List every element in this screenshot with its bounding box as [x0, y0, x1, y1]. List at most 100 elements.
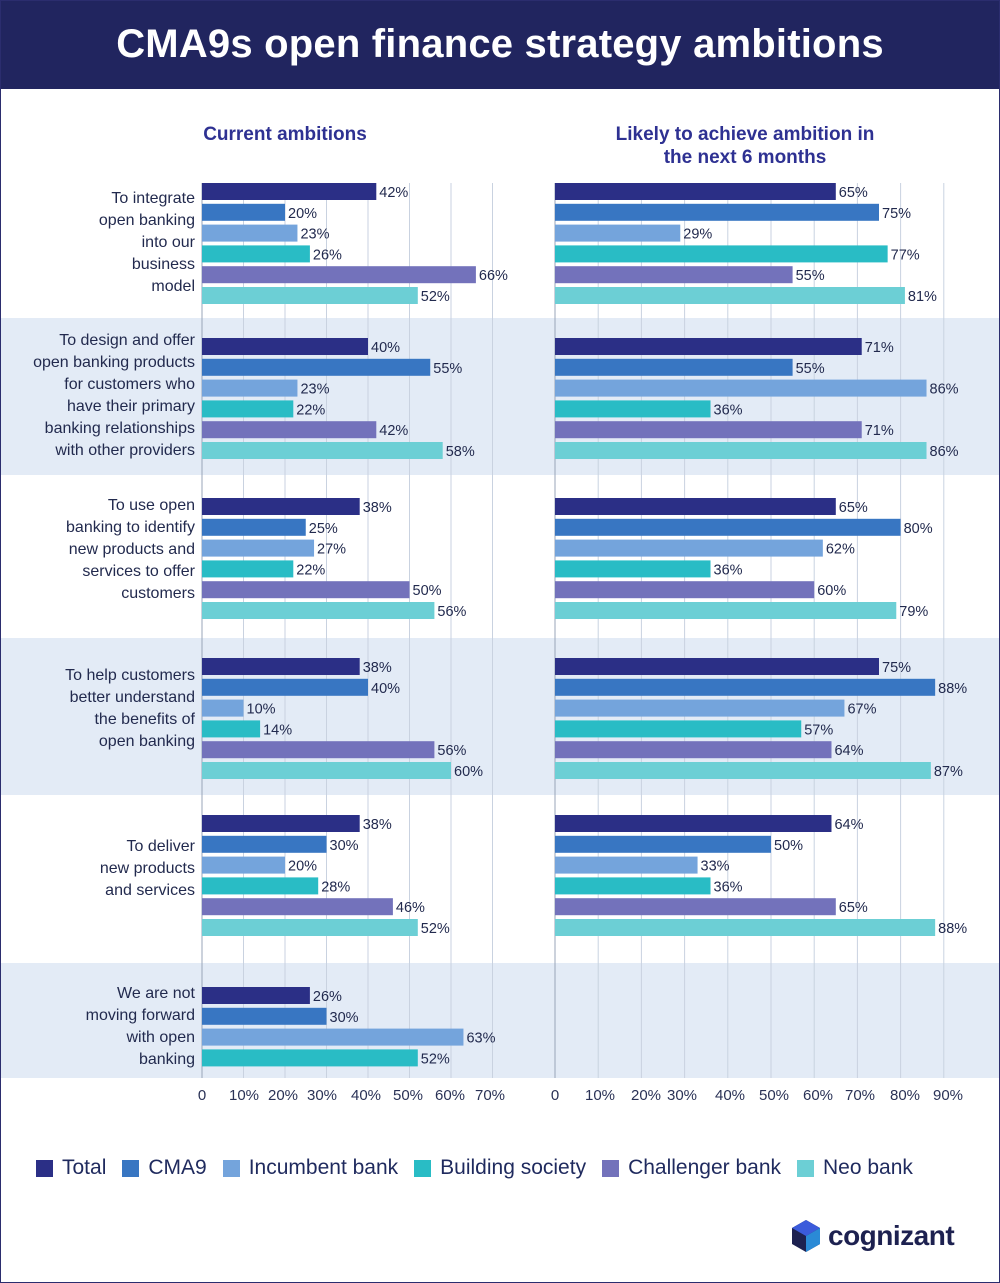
- question-label-line: To help customers: [65, 667, 195, 684]
- bar-challenger-bank: [555, 898, 836, 916]
- bar-cma9: [555, 678, 936, 696]
- x-tick-label: 40%: [715, 1087, 745, 1104]
- x-tick-label: 60%: [803, 1087, 833, 1104]
- bar-value-label: 56%: [437, 604, 466, 620]
- question-label-line: model: [151, 278, 195, 295]
- bar-incumbent-bank: [555, 224, 681, 242]
- question-label-line: To design and offer: [59, 332, 195, 349]
- bar-value-label: 55%: [433, 361, 462, 377]
- question-label: We are not moving forward with open banking: [5, 983, 195, 1071]
- bar-value-label: 64%: [834, 817, 863, 833]
- bar-building-society: [555, 560, 711, 578]
- question-label: To design and offer open banking products…: [5, 330, 195, 462]
- question-label: To help customers better understand the be…: [5, 665, 195, 753]
- bar-total: [555, 183, 836, 200]
- legend-label-incumbent-bank: Incumbent bank: [248, 1156, 399, 1179]
- bar-value-label: 64%: [834, 743, 863, 759]
- bar-value-label: 60%: [454, 764, 483, 780]
- bar-value-label: 60%: [817, 583, 846, 599]
- bar-value-label: 14%: [263, 722, 292, 738]
- bar-challenger-bank: [555, 741, 832, 759]
- bar-incumbent-bank: [555, 856, 698, 874]
- bar-neo-bank: [555, 762, 931, 779]
- bar-total: [555, 338, 862, 355]
- bar-total: [202, 498, 360, 515]
- legend-label-total: Total: [62, 1156, 107, 1179]
- bar-building-society: [202, 560, 294, 578]
- bar-value-label: 75%: [882, 206, 911, 222]
- bar-challenger-bank: [555, 266, 793, 284]
- x-tick-label: 10%: [585, 1087, 615, 1104]
- legend-label-building-society: Building society: [440, 1156, 587, 1179]
- question-label-line: We are not: [117, 985, 195, 1002]
- question-label-line: To deliver: [126, 838, 195, 855]
- bar-value-label: 42%: [379, 423, 408, 439]
- question-label-line: services to offer: [82, 563, 195, 580]
- bar-challenger-bank: [202, 581, 410, 599]
- question-label-line: better understand: [69, 689, 195, 706]
- bar-value-label: 87%: [934, 764, 963, 780]
- bar-cma9: [555, 203, 879, 221]
- bar-incumbent-bank: [555, 539, 823, 557]
- bar-cma9: [555, 835, 771, 853]
- bar-cma9: [202, 1007, 327, 1025]
- x-tick-label: 20%: [268, 1087, 298, 1104]
- bar-value-label: 33%: [701, 859, 730, 875]
- x-tick-label: 50%: [393, 1087, 423, 1104]
- bar-value-label: 50%: [774, 838, 803, 854]
- bar-value-label: 52%: [421, 921, 450, 937]
- bar-value-label: 66%: [479, 268, 508, 284]
- bar-value-label: 30%: [330, 838, 359, 854]
- question-label-line: new products: [99, 860, 195, 877]
- bar-value-label: 52%: [421, 289, 450, 305]
- question-label-line: To use open: [107, 497, 195, 514]
- question-label: To integrate open banking into our business…: [5, 188, 195, 298]
- bar-value-label: 22%: [296, 562, 325, 578]
- right-panel-title-line-2: the next 6 months: [663, 147, 827, 168]
- bar-incumbent-bank: [202, 1028, 464, 1046]
- bar-cma9: [555, 358, 793, 376]
- x-tick-label: 50%: [759, 1087, 789, 1104]
- question-label-line: and services: [105, 882, 195, 899]
- bar-value-label: 42%: [379, 185, 408, 201]
- bar-value-label: 38%: [363, 817, 392, 833]
- page-title: CMA9s open finance strategy ambitions: [0, 0, 1000, 89]
- x-tick-label: 60%: [435, 1087, 465, 1104]
- bar-neo-bank: [555, 287, 905, 304]
- bar-challenger-bank: [202, 421, 377, 439]
- legend-item-incumbent-bank: Incumbent bank: [222, 1156, 399, 1180]
- bar-value-label: 71%: [865, 423, 894, 439]
- bar-value-label: 55%: [796, 361, 825, 377]
- x-tick-label: 10%: [229, 1087, 259, 1104]
- bar-value-label: 86%: [930, 382, 959, 398]
- bar-challenger-bank: [202, 266, 476, 284]
- bar-neo-bank: [202, 287, 418, 304]
- x-tick-label: 30%: [307, 1087, 337, 1104]
- bar-value-label: 65%: [839, 900, 868, 916]
- bar-value-label: 29%: [683, 227, 712, 243]
- bar-building-society: [202, 1049, 418, 1067]
- bar-incumbent-bank: [202, 539, 315, 557]
- bar-value-label: 81%: [908, 289, 937, 305]
- bar-value-label: 27%: [317, 542, 346, 558]
- bar-value-label: 58%: [446, 444, 475, 460]
- question-label-line: open banking products: [33, 354, 195, 371]
- x-tick-label: 80%: [890, 1087, 920, 1104]
- x-tick-label: 30%: [667, 1087, 697, 1104]
- question-label-line: with other providers: [55, 442, 195, 459]
- bar-value-label: 26%: [313, 247, 342, 263]
- bar-value-label: 65%: [839, 500, 868, 516]
- bar-incumbent-bank: [202, 224, 298, 242]
- bar-neo-bank: [555, 602, 897, 619]
- bar-value-label: 63%: [466, 1031, 495, 1047]
- bar-building-society: [555, 245, 888, 263]
- question-label-line: moving forward: [85, 1007, 195, 1024]
- left-panel-title: Current ambitions: [180, 123, 390, 146]
- question-label-line: customers: [121, 585, 195, 602]
- legend-swatch-total: [36, 1159, 53, 1177]
- bar-building-society: [555, 877, 711, 895]
- x-tick-label: 90%: [933, 1087, 963, 1104]
- question-label: To deliver new products and services: [5, 836, 195, 902]
